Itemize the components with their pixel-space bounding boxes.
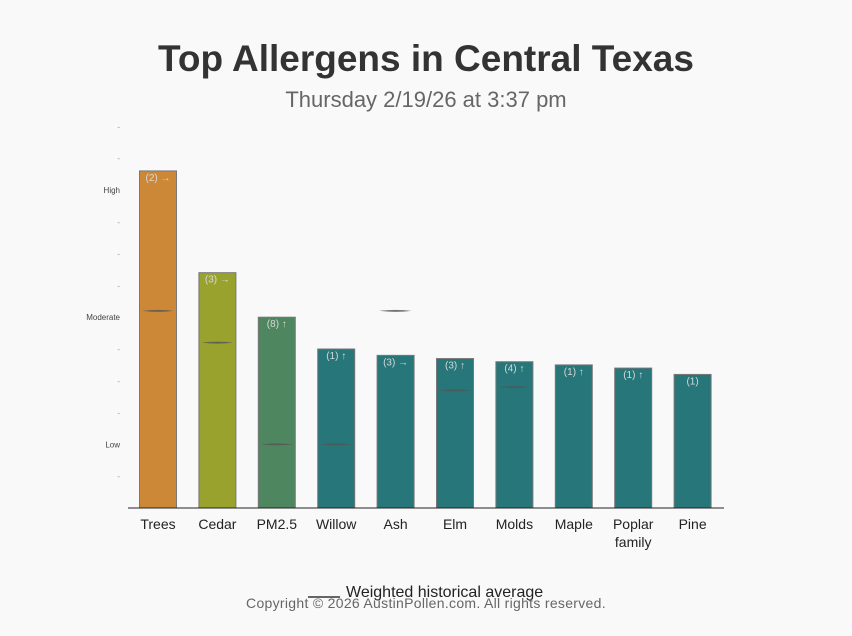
copyright: Copyright © 2026 AustinPollen.com. All r… — [246, 595, 606, 611]
historical-average-mark — [379, 309, 412, 312]
historical-average-mark — [260, 443, 293, 446]
y-tick-label: - — [117, 377, 120, 386]
y-tick-label: - — [117, 218, 120, 227]
historical-average-marks — [142, 309, 531, 446]
bar-value-label: (1) ↑ — [326, 351, 346, 362]
bar-value-label: (3) → — [383, 357, 408, 368]
chart-title: Top Allergens in Central Texas — [158, 38, 694, 79]
y-tick-label: - — [117, 281, 120, 290]
y-tick-label: Low — [105, 440, 120, 449]
y-tick-label: High — [104, 186, 120, 195]
bars — [139, 170, 712, 509]
x-tick-label: Trees — [140, 516, 175, 532]
bar-pine[interactable] — [673, 373, 712, 509]
y-axis: - - High - - - Moderate - - - Low - — [86, 122, 120, 481]
bar-pm2-5[interactable] — [257, 316, 296, 509]
historical-average-mark — [142, 309, 174, 312]
bar-value-label: (2) → — [146, 173, 171, 184]
x-tick-label: Molds — [496, 516, 533, 532]
bar-ash[interactable] — [376, 354, 415, 509]
legend-label: Weighted historical average — [346, 584, 544, 601]
x-tick-label: Cedar — [198, 516, 236, 532]
historical-average-mark — [498, 386, 531, 389]
x-axis: Trees Cedar PM2.5 Willow Ash Elm Molds Maple Pop… — [128, 507, 724, 550]
y-tick-label: - — [117, 122, 120, 131]
bar-value-label: (3) → — [205, 275, 230, 286]
x-tick-label: Poplar — [613, 516, 654, 532]
historical-average-mark — [439, 389, 471, 392]
y-tick-label: - — [117, 472, 120, 481]
x-tick-label: Ash — [384, 516, 408, 532]
y-tick-label: - — [117, 345, 120, 354]
bar-value-label: (3) ↑ — [445, 361, 465, 372]
bar-labels: (2) → (3) → (8) ↑ (1) ↑ (3) → (3) ↑ (4) ↑ (1) ↑… — [146, 173, 699, 388]
bar-value-label: (1) ↑ — [564, 367, 584, 378]
bar-value-label: (4) ↑ — [504, 364, 524, 375]
historical-average-mark — [320, 443, 353, 446]
chart-subtitle: Thursday 2/19/26 at 3:37 pm — [285, 87, 567, 112]
bar-cedar[interactable] — [198, 272, 237, 509]
y-tick-label: - — [117, 154, 120, 163]
x-tick-label: Willow — [316, 516, 357, 532]
legend: Weighted historical average — [308, 584, 543, 602]
bar-elm[interactable] — [436, 358, 474, 509]
historical-average-mark — [201, 341, 234, 344]
bar-value-label: (8) ↑ — [267, 319, 287, 330]
x-tick-label: Maple — [555, 516, 593, 532]
x-tick-label: Pine — [679, 516, 707, 532]
x-tick-label: family — [615, 534, 652, 550]
legend-line-swatch — [308, 596, 340, 598]
bar-poplar-family[interactable] — [614, 367, 653, 509]
bar-willow[interactable] — [317, 348, 356, 509]
y-tick-label: - — [117, 409, 120, 418]
bar-value-label: (1) — [686, 376, 698, 387]
bar-value-label: (1) ↑ — [623, 370, 643, 381]
x-tick-label: Elm — [443, 516, 467, 532]
x-tick-label: PM2.5 — [257, 516, 298, 532]
y-tick-label: Moderate — [86, 313, 120, 322]
y-tick-label: - — [117, 250, 120, 259]
bar-molds[interactable] — [495, 361, 534, 509]
bar-maple[interactable] — [554, 364, 593, 509]
bar-trees[interactable] — [139, 170, 177, 509]
